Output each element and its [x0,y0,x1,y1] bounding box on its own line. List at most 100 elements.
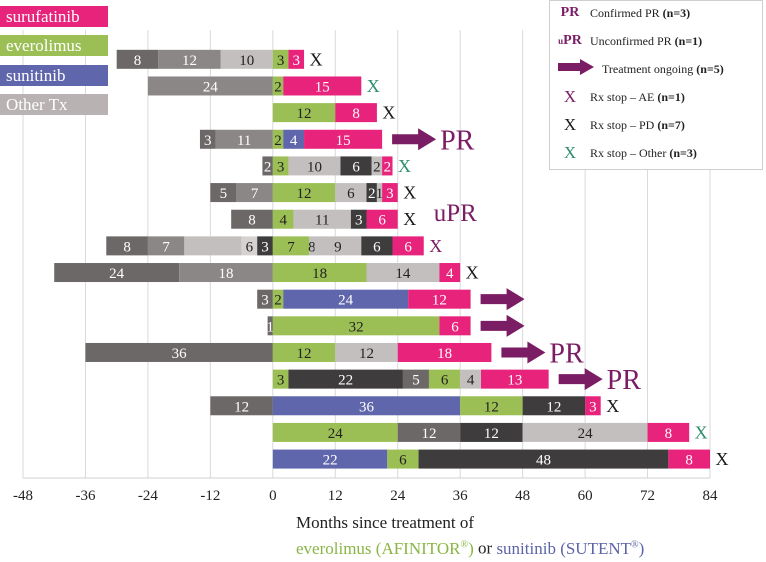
segment-label: 8 [248,213,256,229]
bar-segment [293,209,351,229]
bar-segment [402,369,429,389]
segment-label: 12 [546,399,561,415]
legend-treatment-ongoing: Treatment ongoing (n=5) [550,58,762,81]
legend-confirmed-pr: PR Confirmed PR (n=3) [550,3,762,23]
confirmed-pr-label: PR [440,125,475,156]
x-tick-label: -24 [138,488,158,504]
stop-other-marker: X [398,156,411,176]
everolimus-label: everolimus (AFINITOR [296,538,461,558]
stop-pd-marker: X [382,103,395,123]
segment-label: 6 [347,186,355,202]
legend-text: Rx stop – Other [590,145,667,160]
segment-label: 36 [359,399,375,415]
segment-label: 2 [264,159,272,175]
segment-label: 12 [297,186,312,202]
stop-pd-marker: X [466,263,479,283]
patient-row: 24 2 15 X [147,76,380,96]
patient-row: 8 12 10 3 3 X [116,49,323,69]
legend-count: (n=1) [657,89,685,104]
segment-label: 14 [395,266,411,282]
bar-segment [236,183,273,203]
arrow-icon [550,58,602,81]
segment-label: 7 [251,186,259,202]
patient-row: 3 2 24 12 [257,288,525,311]
segment-label: 6 [378,213,386,229]
legend-other-tx: Other Tx [0,94,108,115]
legend-stop-pd: X Rx stop – PD (n=7) [550,115,762,135]
pr-symbol: PR [560,5,580,20]
bar-segment [272,236,310,256]
bar-segment [272,449,388,469]
legend-count: (n=3) [662,5,691,20]
bar-segment [366,209,398,229]
bar-segment [272,289,284,309]
segment-label: 3 [261,293,269,309]
stop-pd-marker: X [403,209,416,229]
segment-label: 8 [308,239,316,255]
segment-label: 8 [352,106,360,122]
x-tick-label: 60 [578,488,593,504]
patient-row: 2 3 10 6 2 2 X [262,156,411,176]
bar-segment [460,369,481,389]
segment-label: 5 [412,373,420,389]
bar-segment [231,209,273,229]
patient-row: 24 12 12 24 8 X [272,422,708,442]
stop-other-marker: X [367,76,380,96]
bar-segment [382,156,393,176]
reg-mark: ® [631,539,639,550]
legend-text: Rx stop – AE [590,89,655,104]
segment-label: 12 [234,399,249,415]
segment-label: 8 [685,453,693,469]
segment-label: 18 [218,266,233,282]
segment-label: 24 [328,426,344,442]
paren: ) [468,538,474,558]
segment-label: 10 [239,53,254,69]
bar-segment [272,396,461,416]
segment-label: 6 [399,453,407,469]
bar-segment [257,236,273,256]
stop-pd-icon: X [563,115,577,134]
bar-segment [272,342,336,362]
bar-segment [241,236,258,256]
bar-segment [428,369,461,389]
patient-row: 24 18 18 14 4 X [54,263,479,283]
treatment-ongoing-arrow [480,314,525,337]
upr-u: u [558,36,564,46]
segment-label: 8 [123,239,131,255]
segment-label: 1 [376,186,384,202]
bar-segment [272,49,289,69]
bar-segment [668,449,710,469]
x-axis: -48 -36 -24 -12 0 12 24 36 48 60 72 84 [13,477,719,504]
bar-segment [283,129,305,149]
legend-label: everolimus [6,36,82,55]
patient-row: 1 32 6 [266,314,525,337]
bar-segment [397,342,492,362]
confirmed-pr-label: PR [549,338,584,369]
legend-label: surufatinib [6,7,80,26]
segment-label: 6 [246,239,254,255]
bar-segment [54,263,180,283]
x-tick-label: 36 [453,488,469,504]
segment-label: 3 [277,53,285,69]
segment-label: 6 [352,159,360,175]
segment-label: 8 [134,53,142,69]
x-tick-label: 84 [703,488,719,504]
bar-segment [361,236,393,256]
segment-label: 8 [665,426,673,442]
bar-segment [267,316,273,336]
segment-label: 11 [237,133,251,149]
patient-row: 22 6 48 8 X [272,449,729,469]
segment-label: 22 [338,373,353,389]
stop-pd-marker: X [606,396,619,416]
treatment-ongoing-arrow [501,341,546,364]
bar-segment [272,263,367,283]
segment-label: 2 [274,293,282,309]
confirmed-pr-label: PR [607,365,642,396]
bar-segment [340,156,372,176]
bar-segment [647,422,690,442]
segment-label: 5 [220,186,228,202]
patient-row: 3 22 5 6 4 13 PR [272,365,642,396]
segment-label: 4 [467,373,475,389]
